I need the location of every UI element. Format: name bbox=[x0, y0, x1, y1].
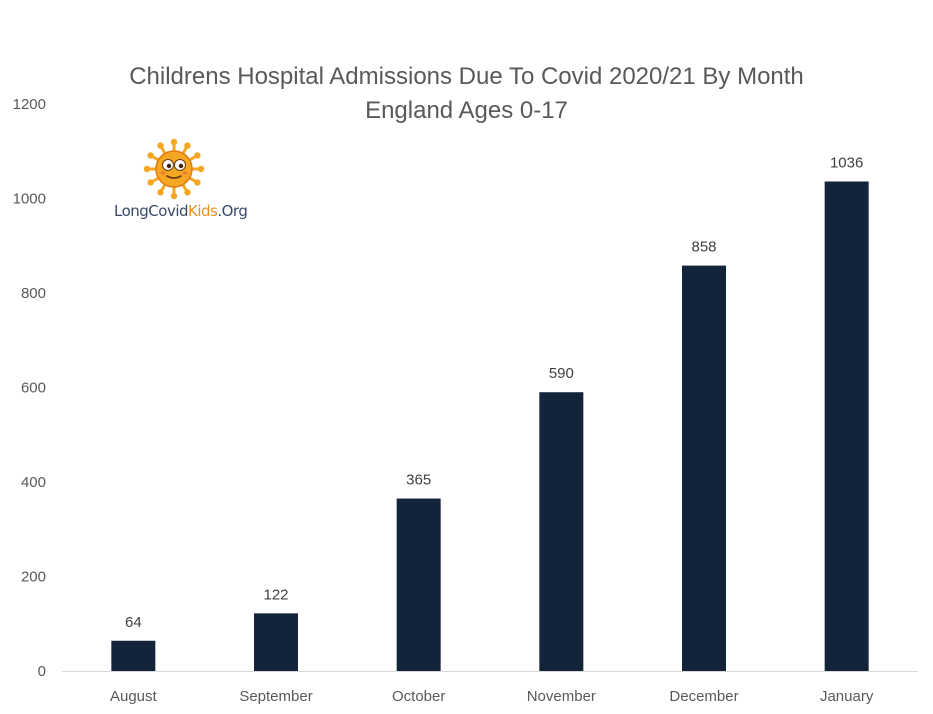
bar-october bbox=[396, 498, 441, 671]
data-label-december: 858 bbox=[691, 239, 716, 256]
bar-series bbox=[111, 181, 869, 672]
x-tick-label: September bbox=[239, 688, 312, 705]
x-tick-label: November bbox=[527, 688, 596, 705]
bar-august bbox=[111, 640, 156, 671]
bar-november bbox=[539, 392, 584, 671]
bar-january bbox=[824, 181, 869, 672]
y-tick-label: 1000 bbox=[13, 191, 46, 208]
logo-wordmark: LongCovidKids.Org bbox=[114, 202, 248, 220]
chart-title: Childrens Hospital Admissions Due To Cov… bbox=[0, 60, 933, 128]
logo-text-suffix: .Org bbox=[217, 202, 248, 220]
y-axis-tick-labels: 0 200 400 600 800 1000 1200 bbox=[13, 96, 46, 680]
y-tick-label: 800 bbox=[21, 285, 46, 302]
x-tick-label: January bbox=[820, 688, 874, 705]
longcovidkids-logo: LongCovidKids.Org bbox=[110, 136, 260, 228]
data-label-january: 1036 bbox=[830, 154, 863, 171]
bar-december bbox=[682, 265, 726, 671]
data-label-august: 64 bbox=[125, 614, 142, 631]
y-tick-label: 1200 bbox=[13, 96, 46, 113]
x-tick-label: October bbox=[392, 688, 445, 705]
data-label-november: 590 bbox=[549, 365, 574, 382]
x-tick-label: August bbox=[110, 688, 158, 705]
data-label-october: 365 bbox=[406, 472, 431, 489]
virus-mascot-icon bbox=[143, 138, 205, 200]
logo-text-accent: Kids bbox=[188, 202, 218, 220]
data-label-september: 122 bbox=[263, 586, 288, 603]
chart-title-line-2: England Ages 0-17 bbox=[365, 97, 568, 124]
y-tick-label: 400 bbox=[21, 474, 46, 491]
bar-september bbox=[254, 613, 298, 671]
chart-title-line-1: Childrens Hospital Admissions Due To Cov… bbox=[129, 63, 804, 90]
x-tick-label: December bbox=[669, 688, 738, 705]
logo-text-main: LongCovid bbox=[114, 202, 189, 220]
x-axis-tick-labels: August September October November December Ja… bbox=[110, 688, 874, 705]
y-tick-label: 600 bbox=[21, 380, 46, 397]
data-labels: 64 122 365 590 858 1036 bbox=[125, 154, 863, 630]
y-tick-label: 0 bbox=[38, 663, 46, 680]
y-tick-label: 200 bbox=[21, 569, 46, 586]
